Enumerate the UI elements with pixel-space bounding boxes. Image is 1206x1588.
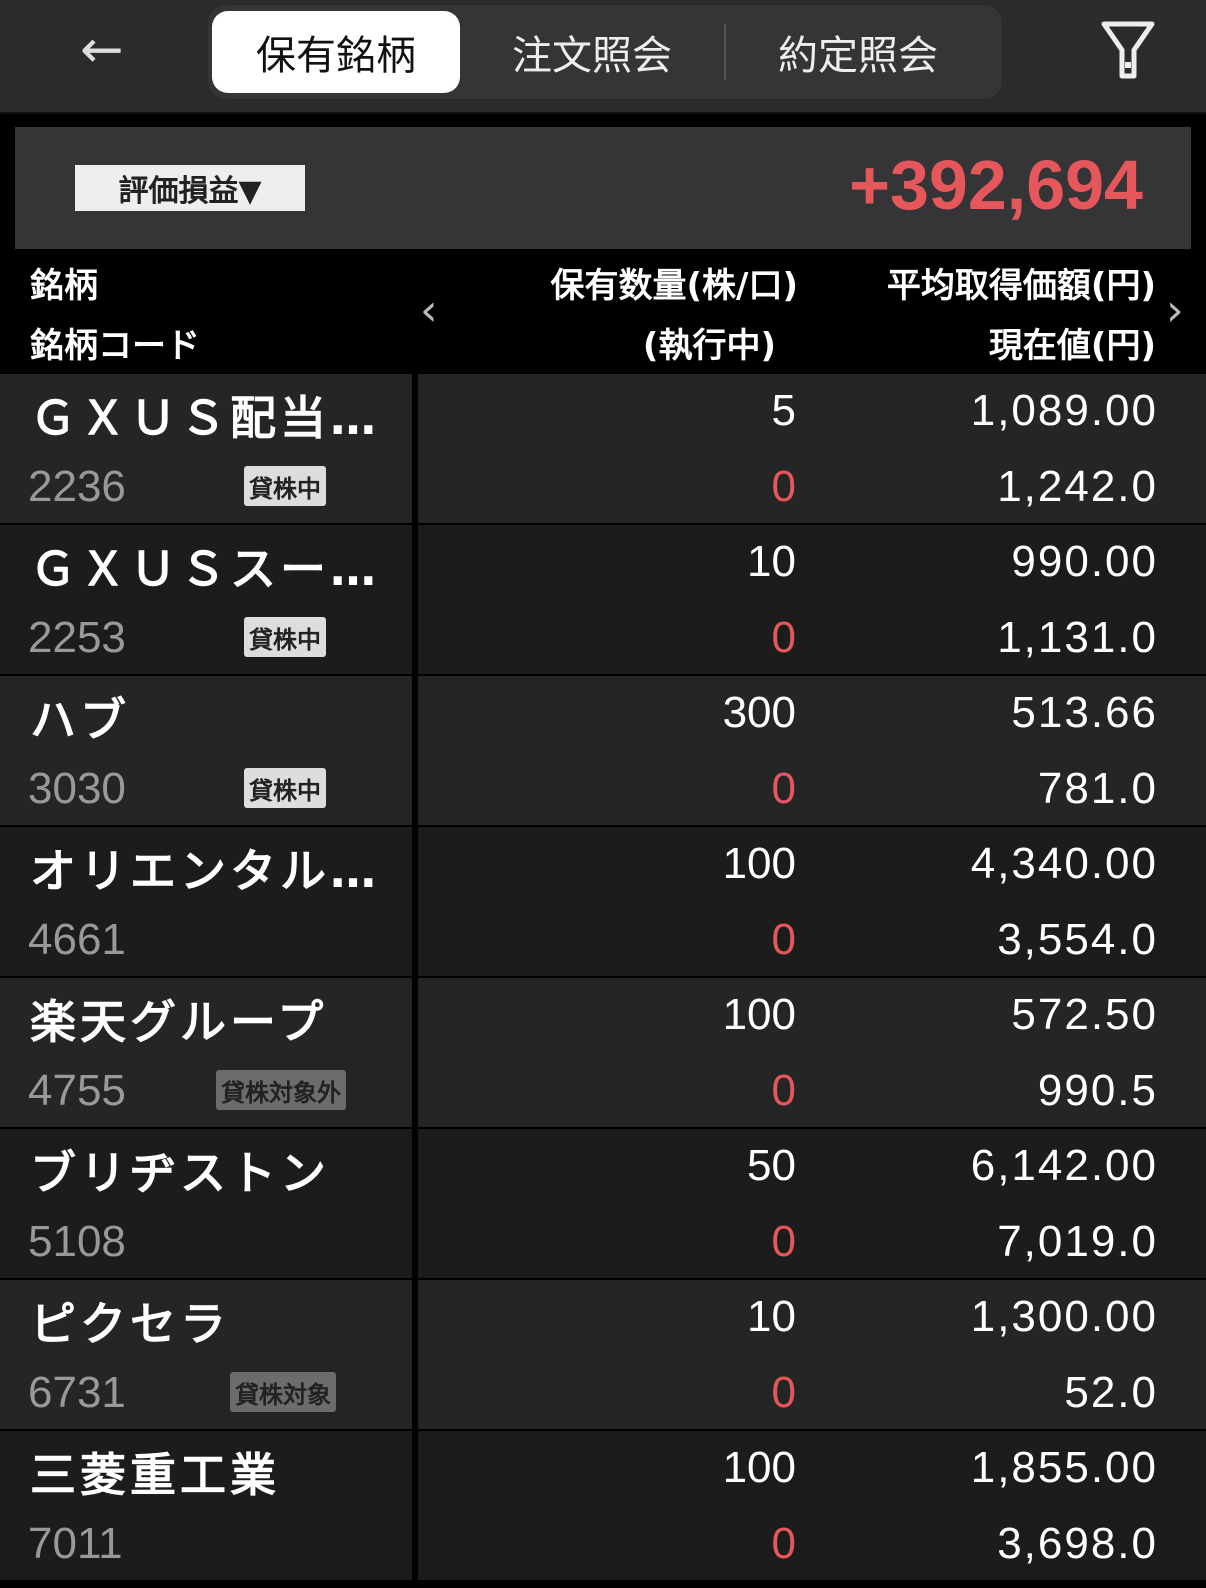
- col-current-price: 現在値(円): [988, 326, 1156, 366]
- current-price: 7,019.0: [997, 1217, 1158, 1266]
- stock-name: 楽天グループ: [30, 995, 328, 1049]
- average-price: 1,300.00: [970, 1292, 1158, 1341]
- executing-quantity: 0: [771, 1066, 796, 1115]
- current-price: 990.5: [1037, 1066, 1158, 1115]
- holding-quantity: 5: [771, 386, 796, 435]
- holdings-list: ＧＸＵＳ配当… 2236 貸株中 5 0 1,089.00 1,242.0 ＧＸＵＳ…: [0, 374, 1206, 1582]
- back-button[interactable]: ←: [80, 20, 124, 80]
- stock-code: 3030: [28, 764, 126, 813]
- holding-quantity: 100: [722, 1443, 796, 1492]
- holding-row[interactable]: ＧＸＵＳ配当… 2236 貸株中 5 0 1,089.00 1,242.0: [0, 374, 1206, 525]
- chevron-left-icon: ‹: [420, 285, 438, 336]
- lending-status-badge: 貸株対象: [230, 1372, 336, 1412]
- current-price: 3,698.0: [997, 1519, 1158, 1568]
- col-exec: (執行中): [642, 326, 776, 366]
- average-price: 1,855.00: [970, 1443, 1158, 1492]
- average-price: 4,340.00: [970, 839, 1158, 888]
- average-price: 572.50: [1011, 990, 1158, 1039]
- column-divider: [412, 1280, 418, 1429]
- lending-status-badge: 貸株中: [244, 466, 326, 506]
- executing-quantity: 0: [771, 1368, 796, 1417]
- pl-summary: 評価損益▼ +392,694: [15, 127, 1191, 249]
- stock-code: 7011: [28, 1519, 123, 1568]
- tab-execution-inquiry[interactable]: 約定照会: [778, 33, 938, 79]
- stock-code: 5108: [28, 1217, 126, 1266]
- chevron-right-icon: ›: [1166, 285, 1184, 336]
- holding-row[interactable]: ハブ 3030 貸株中 300 0 513.66 781.0: [0, 676, 1206, 827]
- average-price: 990.00: [1011, 537, 1158, 586]
- filter-icon: [1101, 21, 1155, 79]
- holding-quantity: 300: [722, 688, 796, 737]
- col-name: 銘柄: [30, 266, 98, 306]
- column-divider: [412, 374, 418, 523]
- executing-quantity: 0: [771, 462, 796, 511]
- lending-status-badge: 貸株中: [244, 617, 326, 657]
- stock-code: 2253: [28, 613, 126, 662]
- stock-code: 4755: [28, 1066, 126, 1115]
- stock-name: ピクセラ: [30, 1297, 230, 1351]
- current-price: 1,242.0: [997, 462, 1158, 511]
- current-price: 1,131.0: [997, 613, 1158, 662]
- holding-row[interactable]: ピクセラ 6731 貸株対象 10 0 1,300.00 52.0: [0, 1280, 1206, 1431]
- col-avg-price: 平均取得価額(円): [886, 266, 1156, 306]
- average-price: 6,142.00: [970, 1141, 1158, 1190]
- stock-name: オリエンタル…: [30, 844, 380, 898]
- stock-code: 6731: [28, 1368, 126, 1417]
- tab-holdings[interactable]: 保有銘柄: [212, 11, 460, 93]
- holding-quantity: 100: [722, 839, 796, 888]
- current-price: 3,554.0: [997, 915, 1158, 964]
- executing-quantity: 0: [771, 1217, 796, 1266]
- stock-name: ＧＸＵＳ配当…: [30, 391, 380, 445]
- col-qty: 保有数量(株/口): [550, 266, 799, 306]
- current-price: 781.0: [1037, 764, 1158, 813]
- executing-quantity: 0: [771, 764, 796, 813]
- holding-row[interactable]: 楽天グループ 4755 貸株対象外 100 0 572.50 990.5: [0, 978, 1206, 1129]
- lending-status-badge: 貸株中: [244, 768, 326, 808]
- stock-code: 4661: [28, 915, 126, 964]
- holding-row[interactable]: ブリヂストン 5108 50 0 6,142.00 7,019.0: [0, 1129, 1206, 1280]
- holding-quantity: 100: [722, 990, 796, 1039]
- stock-name: 三菱重工業: [30, 1448, 280, 1502]
- holding-row[interactable]: オリエンタル… 4661 100 0 4,340.00 3,554.0: [0, 827, 1206, 978]
- column-divider: [412, 1129, 418, 1278]
- col-code: 銘柄コード: [30, 326, 200, 366]
- holding-quantity: 50: [747, 1141, 796, 1190]
- average-price: 513.66: [1011, 688, 1158, 737]
- tab-order-inquiry[interactable]: 注文照会: [512, 33, 672, 79]
- filter-button[interactable]: [1098, 20, 1158, 80]
- average-price: 1,089.00: [970, 386, 1158, 435]
- lending-status-badge: 貸株対象外: [216, 1070, 346, 1110]
- column-divider: [412, 525, 418, 674]
- current-price: 52.0: [1064, 1368, 1158, 1417]
- holding-row[interactable]: 三菱重工業 7011 100 0 1,855.00 3,698.0: [0, 1431, 1206, 1582]
- stock-code: 2236: [28, 462, 126, 511]
- executing-quantity: 0: [771, 915, 796, 964]
- column-divider: [412, 676, 418, 825]
- pl-type-dropdown[interactable]: 評価損益▼: [75, 165, 305, 211]
- tab-separator: [724, 24, 726, 80]
- top-nav-bar: ← 保有銘柄 注文照会 約定照会: [0, 0, 1206, 114]
- scroll-left-button[interactable]: ‹: [420, 285, 438, 336]
- column-divider: [412, 978, 418, 1127]
- column-divider: [412, 827, 418, 976]
- holding-quantity: 10: [747, 537, 796, 586]
- stock-name: ハブ: [30, 693, 130, 747]
- executing-quantity: 0: [771, 1519, 796, 1568]
- column-divider: [412, 1431, 418, 1580]
- segmented-tabs: 保有銘柄 注文照会 約定照会: [208, 5, 1002, 99]
- arrow-left-icon: ←: [80, 20, 124, 80]
- table-header: 銘柄 銘柄コード 保有数量(株/口) (執行中) 平均取得価額(円) 現在値(円…: [0, 250, 1206, 372]
- stock-name: ブリヂストン: [30, 1146, 330, 1200]
- holding-quantity: 10: [747, 1292, 796, 1341]
- scroll-right-button[interactable]: ›: [1166, 285, 1184, 336]
- holding-row[interactable]: ＧＸＵＳスー… 2253 貸株中 10 0 990.00 1,131.0: [0, 525, 1206, 676]
- pl-value: +392,694: [849, 146, 1143, 224]
- stock-name: ＧＸＵＳスー…: [30, 542, 380, 596]
- executing-quantity: 0: [771, 613, 796, 662]
